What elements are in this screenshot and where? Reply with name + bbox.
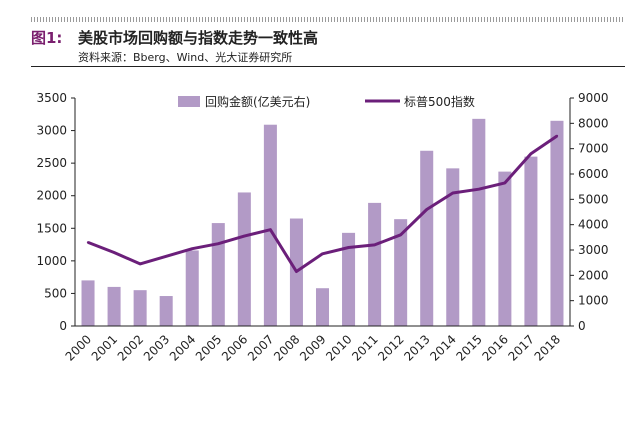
x-tick-label-2013: 2013: [401, 332, 432, 363]
y-left-tick-label-1000: 1000: [36, 254, 67, 268]
legend-bar-swatch: [178, 96, 200, 107]
y-right-tick-label-7000: 7000: [578, 142, 609, 156]
x-tick-label-2018: 2018: [532, 332, 563, 363]
bar-2001: [107, 286, 121, 326]
x-tick-label-2008: 2008: [271, 332, 302, 363]
bar-2005: [211, 223, 225, 326]
bar-2009: [315, 288, 330, 326]
figure-source: 资料来源：Bberg、Wind、光大证券研究所: [78, 51, 293, 64]
bar-2013: [420, 150, 434, 326]
bar-2000: [81, 280, 95, 326]
x-tick-label-2003: 2003: [141, 332, 172, 363]
y-left-tick-label-2500: 2500: [36, 156, 67, 170]
y-right-tick-label-8000: 8000: [578, 116, 609, 130]
bars-layer: [81, 118, 564, 327]
x-tick-label-2009: 2009: [297, 332, 328, 363]
sp500-point-2004: [191, 247, 194, 250]
sp500-point-2000: [86, 241, 90, 244]
axes-layer: [74, 98, 571, 327]
bar-2004: [185, 250, 199, 326]
legend-bar-label: 回购金额(亿美元右): [205, 94, 310, 109]
y-right-tick-label-0: 0: [578, 319, 586, 333]
sp500-point-2015: [477, 188, 481, 191]
bar-2003: [159, 296, 173, 326]
x-tick-label-2012: 2012: [375, 332, 406, 363]
bar-2002: [133, 290, 147, 326]
x-tick-label-2007: 2007: [245, 332, 276, 363]
x-tick-label-2005: 2005: [193, 332, 224, 363]
x-tick-label-2015: 2015: [453, 332, 484, 363]
x-tick-label-2016: 2016: [479, 332, 510, 363]
y-left-tick-label-3000: 3000: [36, 124, 67, 138]
legend-line-label: 标普500指数: [404, 94, 475, 109]
y-left-tick-label-3500: 3500: [36, 91, 67, 105]
y-right-ticks: 0 1000 2000 3000 4000 5000 6000 7000 8000 9000: [570, 91, 609, 333]
x-ticks: 2000200120022003200420052006200720082009…: [63, 332, 563, 363]
bar-2006: [237, 192, 251, 326]
bar-2015: [472, 118, 486, 327]
y-right-tick-label-3000: 3000: [578, 243, 609, 257]
sp500-point-2011: [373, 243, 376, 247]
x-tick-label-2010: 2010: [323, 332, 354, 363]
y-right-tick-label-4000: 4000: [578, 218, 609, 232]
figure-title: 美股市场回购额与指数走势一致性高: [78, 29, 319, 47]
x-tick-label-2006: 2006: [219, 332, 250, 363]
bar-2018: [550, 120, 564, 326]
sp500-point-2005: [217, 242, 220, 245]
y-right-tick-label-6000: 6000: [578, 167, 609, 181]
sp500-point-2001: [112, 251, 116, 254]
sp500-point-2017: [529, 152, 533, 155]
bar-2010: [342, 232, 356, 326]
y-right-tick-label-9000: 9000: [578, 91, 609, 105]
bar-2014: [446, 168, 460, 326]
x-tick-label-2014: 2014: [427, 332, 458, 363]
x-tick-label-2000: 2000: [63, 332, 94, 363]
title-underline: [31, 66, 625, 67]
x-tick-label-2004: 2004: [167, 332, 198, 363]
x-tick-label-2001: 2001: [89, 332, 120, 363]
y-right-tick-label-2000: 2000: [578, 268, 609, 282]
x-tick-label-2002: 2002: [115, 332, 146, 363]
sp500-point-2012: [399, 233, 402, 236]
sp500-point-2006: [243, 234, 246, 238]
sp500-point-2014: [451, 191, 454, 195]
y-left-tick-label-2000: 2000: [36, 189, 67, 203]
sp500-point-2018: [555, 134, 559, 138]
figure-label: 图1:: [31, 29, 63, 47]
y-left-tick-label-0: 0: [59, 319, 67, 333]
bar-2016: [498, 171, 512, 326]
legend: 回购金额(亿美元右) 标普500指数: [178, 94, 475, 109]
bar-2012: [394, 219, 408, 326]
sp500-point-2010: [347, 246, 350, 249]
sp500-point-2002: [138, 262, 142, 266]
sp500-point-2003: [164, 255, 168, 258]
y-left-ticks: 0 500 1000 1500 2000 2500 3000 3500: [36, 91, 75, 333]
bar-2017: [524, 156, 538, 326]
sp500-point-2007: [269, 228, 272, 231]
sp500-point-2009: [321, 252, 324, 255]
bar-2007: [263, 124, 277, 326]
line-layer: [86, 134, 559, 273]
bar-2011: [368, 202, 382, 326]
sp500-point-2008: [295, 270, 298, 273]
y-left-tick-label-500: 500: [44, 286, 67, 300]
x-tick-label-2017: 2017: [506, 332, 537, 363]
y-right-tick-label-1000: 1000: [578, 294, 609, 308]
y-left-tick-label-1500: 1500: [36, 221, 67, 235]
sp500-point-2016: [503, 181, 507, 185]
sp500-point-2013: [425, 208, 428, 211]
header-decoration: [31, 17, 625, 22]
sp500-line: [87, 134, 558, 273]
y-right-tick-label-5000: 5000: [578, 192, 609, 206]
x-tick-label-2011: 2011: [349, 332, 380, 363]
